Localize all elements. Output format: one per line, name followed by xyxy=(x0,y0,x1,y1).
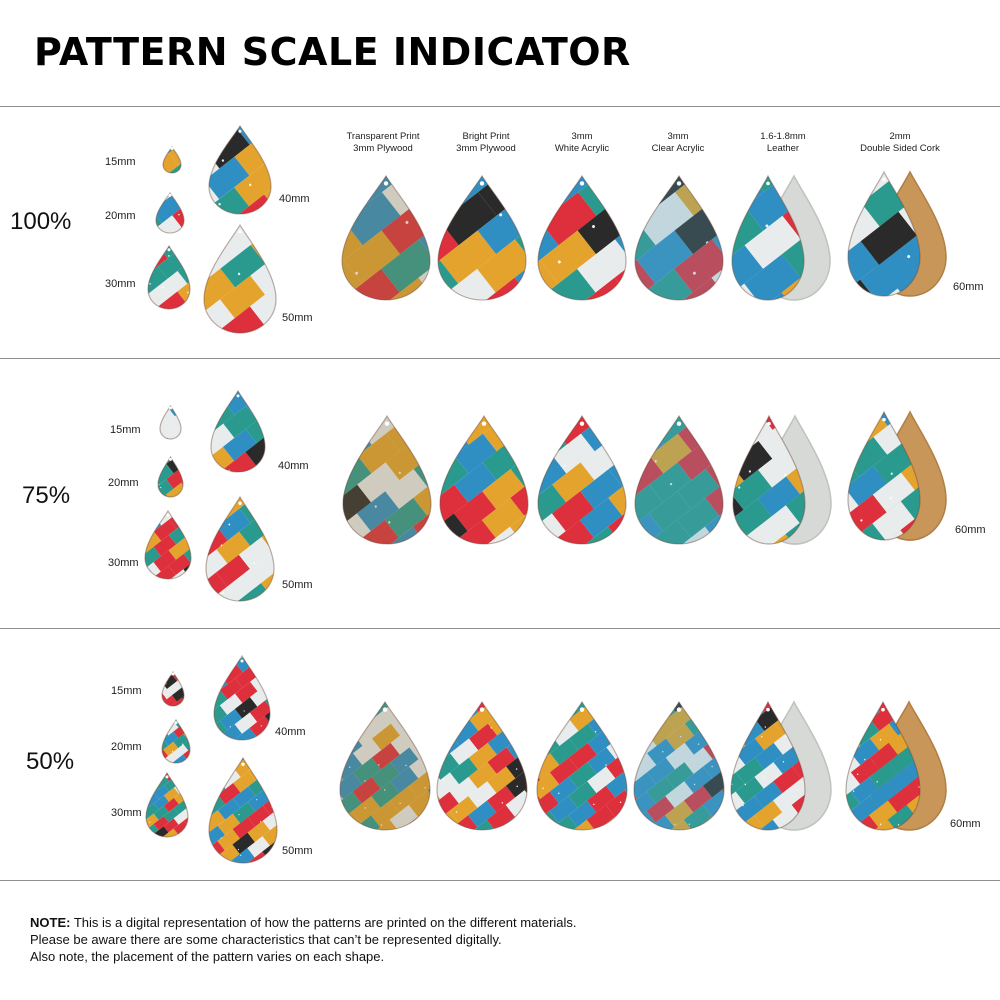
teardrop-sample-image xyxy=(205,495,275,602)
divider xyxy=(0,880,1000,881)
teardrop-sample-image xyxy=(339,700,431,831)
teardrop-sample-image xyxy=(342,414,432,545)
teardrop-sample-image xyxy=(634,174,724,301)
teardrop-sample-image xyxy=(161,718,191,764)
note-line: This is a digital representation of how … xyxy=(70,915,577,930)
material-label-leather: 1.6-1.8mm Leather xyxy=(760,131,806,154)
teardrop-sample-image xyxy=(536,700,628,831)
material-label-bright-plywood: Bright Print 3mm Plywood xyxy=(456,131,516,154)
teardrop-sample-image xyxy=(203,223,277,334)
size-label-40mm: 40mm xyxy=(278,460,309,472)
material-label-transparent-plywood: Transparent Print 3mm Plywood xyxy=(346,131,420,154)
teardrop-sample-image xyxy=(732,414,832,545)
size-label-30mm: 30mm xyxy=(108,557,139,569)
teardrop-sample-image xyxy=(208,756,278,864)
teardrop-sample-image xyxy=(731,174,831,301)
scale-percentage: 50% xyxy=(26,748,75,775)
note-line: Please be aware there are some character… xyxy=(30,932,502,947)
size-label-30mm: 30mm xyxy=(105,278,136,290)
teardrop-sample-image xyxy=(161,670,185,707)
teardrop-sample-image xyxy=(208,124,272,215)
scale-section-100: 100% 15mm 20mm 30mm 40mm 50mm 60mm xyxy=(0,106,1000,358)
material-label-clear-acrylic: 3mm Clear Acrylic xyxy=(651,131,705,154)
teardrop-sample-image xyxy=(155,191,185,234)
size-label-60mm: 60mm xyxy=(950,818,981,830)
teardrop-sample-image xyxy=(437,174,527,301)
size-label-20mm: 20mm xyxy=(108,477,139,489)
page-title: PATTERN SCALE INDICATOR xyxy=(34,30,631,74)
disclaimer-note: NOTE: This is a digital representation o… xyxy=(30,914,577,965)
size-label-40mm: 40mm xyxy=(279,193,310,205)
teardrop-sample-image xyxy=(210,389,266,473)
note-line: Also note, the placement of the pattern … xyxy=(30,949,385,964)
teardrop-sample-image xyxy=(341,174,431,301)
teardrop-sample-image xyxy=(436,700,528,831)
teardrop-sample-image xyxy=(634,414,724,545)
note-lead: NOTE: xyxy=(30,915,71,930)
material-label-cork: 2mm Double Sided Cork xyxy=(860,131,940,154)
divider xyxy=(0,628,1000,629)
size-label-15mm: 15mm xyxy=(111,685,142,697)
divider xyxy=(0,106,1000,107)
scale-section-50: 50% 15mm 20mm 30mm 40mm 50mm 60mm xyxy=(0,628,1000,880)
size-label-15mm: 15mm xyxy=(110,424,141,436)
teardrop-sample-image xyxy=(847,410,947,541)
size-label-20mm: 20mm xyxy=(105,210,136,222)
size-label-50mm: 50mm xyxy=(282,579,313,591)
size-label-50mm: 50mm xyxy=(282,312,313,324)
teardrop-sample-image xyxy=(537,414,627,545)
size-label-15mm: 15mm xyxy=(105,156,136,168)
teardrop-sample-image xyxy=(145,771,189,838)
scale-section-75: 75% 15mm 20mm 30mm 40mm 50mm 60mm xyxy=(0,358,1000,628)
teardrop-sample-image xyxy=(847,170,947,297)
size-label-60mm: 60mm xyxy=(955,524,986,536)
teardrop-sample-image xyxy=(213,654,271,741)
teardrop-sample-image xyxy=(156,455,184,498)
teardrop-sample-image xyxy=(633,700,725,831)
size-label-50mm: 50mm xyxy=(282,845,313,857)
teardrop-sample-image xyxy=(730,700,832,831)
teardrop-sample-image xyxy=(537,174,627,301)
size-label-30mm: 30mm xyxy=(111,807,142,819)
material-label-white-acrylic: 3mm White Acrylic xyxy=(554,131,610,154)
scale-percentage: 75% xyxy=(22,482,71,509)
divider xyxy=(0,358,1000,359)
size-label-20mm: 20mm xyxy=(111,741,142,753)
size-label-40mm: 40mm xyxy=(275,726,306,738)
teardrop-sample-image xyxy=(158,404,182,440)
scale-percentage: 100% xyxy=(10,208,72,235)
teardrop-sample-image xyxy=(845,700,947,831)
size-label-60mm: 60mm xyxy=(953,281,984,293)
teardrop-sample-image xyxy=(144,509,192,580)
teardrop-sample-image xyxy=(439,414,529,545)
teardrop-sample-image xyxy=(162,145,182,174)
teardrop-sample-image xyxy=(147,244,191,310)
